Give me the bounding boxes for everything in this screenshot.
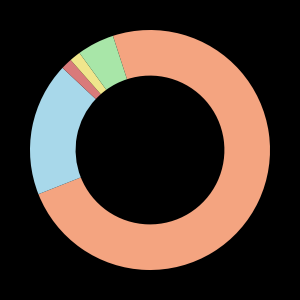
- Wedge shape: [38, 30, 270, 270]
- Wedge shape: [70, 53, 106, 94]
- Wedge shape: [30, 68, 96, 194]
- Wedge shape: [62, 60, 101, 99]
- Wedge shape: [80, 36, 127, 90]
